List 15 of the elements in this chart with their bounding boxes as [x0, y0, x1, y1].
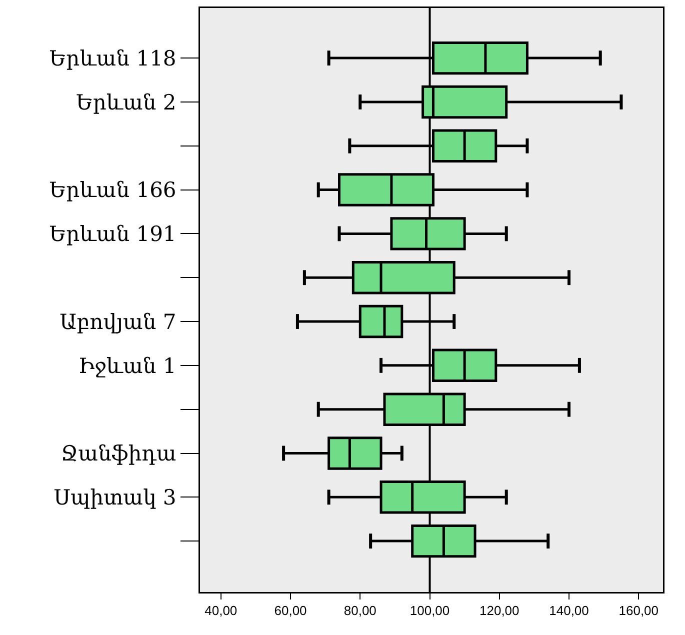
- x-tick-label: 60,00: [274, 603, 307, 618]
- y-tick-label: Իջևան 1: [78, 354, 176, 378]
- x-tick-label: 80,00: [344, 603, 376, 618]
- y-tick-label: Երևան 166: [49, 178, 176, 202]
- x-tick-label: 100,00: [410, 603, 450, 618]
- x-tick-label: 40,00: [204, 603, 238, 618]
- y-tick-label: Երևան 2: [76, 90, 176, 114]
- y-tick-label: Աբովյան 7: [60, 310, 176, 334]
- x-tick-label: 140,00: [549, 603, 589, 618]
- y-tick-label: Երևան 118: [49, 46, 176, 70]
- x-tick-label: 160,00: [618, 603, 659, 618]
- y-tick-label: Ջանֆիդա: [60, 442, 176, 466]
- y-tick-label: Սպիտակ 3: [54, 486, 176, 510]
- y-tick-label: Երևան 191: [49, 222, 176, 246]
- x-tick-label: 120,00: [479, 603, 520, 618]
